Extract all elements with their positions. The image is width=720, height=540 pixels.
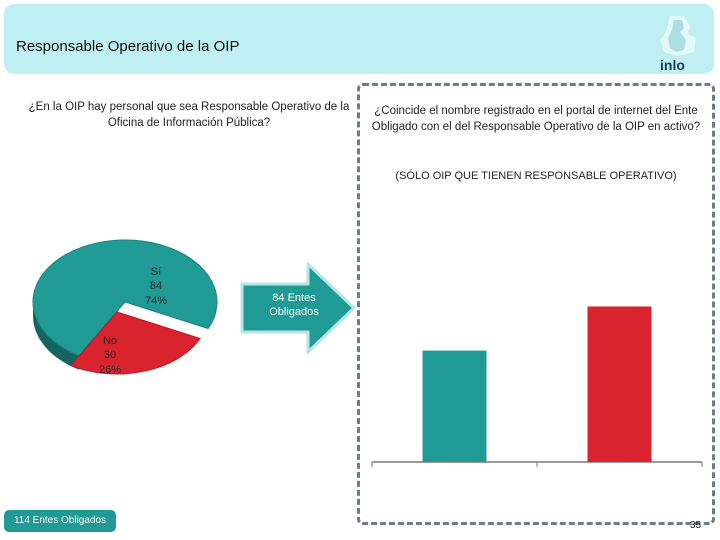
logo-wordmark: inlo: [660, 57, 685, 73]
pie-label-percent: 74%: [144, 294, 168, 307]
pie-label-si: Sí 84 74%: [130, 265, 182, 308]
infodf-logo-icon: inlo: [660, 16, 696, 73]
page-title: Responsable Operativo de la OIP: [16, 38, 240, 55]
pie-label-no: No 30 26%: [84, 334, 136, 377]
pie-label-value: 84: [149, 280, 163, 293]
bar-1: [422, 350, 487, 462]
left-question: ¿En la OIP hay personal que sea Responsa…: [28, 101, 350, 129]
page-number: 35: [690, 520, 702, 531]
pie-slice-no: [70, 311, 201, 375]
bar-chart: [371, 306, 703, 467]
pie-label-name: No: [102, 335, 118, 347]
pie-slice-si: [32, 239, 218, 357]
pie-slice-side: [33, 302, 79, 370]
arrow-right-icon: [240, 262, 357, 354]
right-note: (SÓLO OIP QUE TIENEN RESPONSABLE OPERATI…: [395, 170, 677, 182]
right-question: ¿Coincide el nombre registrado en el por…: [371, 105, 701, 133]
arrow-label: 84 Entes Obligados: [269, 292, 319, 319]
total-badge: 114 Entes Obligados: [4, 510, 116, 532]
pie-label-value: 30: [103, 349, 117, 362]
right-panel: ¿Coincide el nombre registrado en el por…: [357, 83, 715, 525]
pie-chart: [32, 239, 218, 375]
header-banner: Responsable Operativo de la OIP inlo: [4, 4, 714, 74]
pie-label-name: Sí: [150, 266, 162, 278]
bar-2: [587, 306, 652, 462]
pie-label-percent: 26%: [98, 363, 122, 376]
